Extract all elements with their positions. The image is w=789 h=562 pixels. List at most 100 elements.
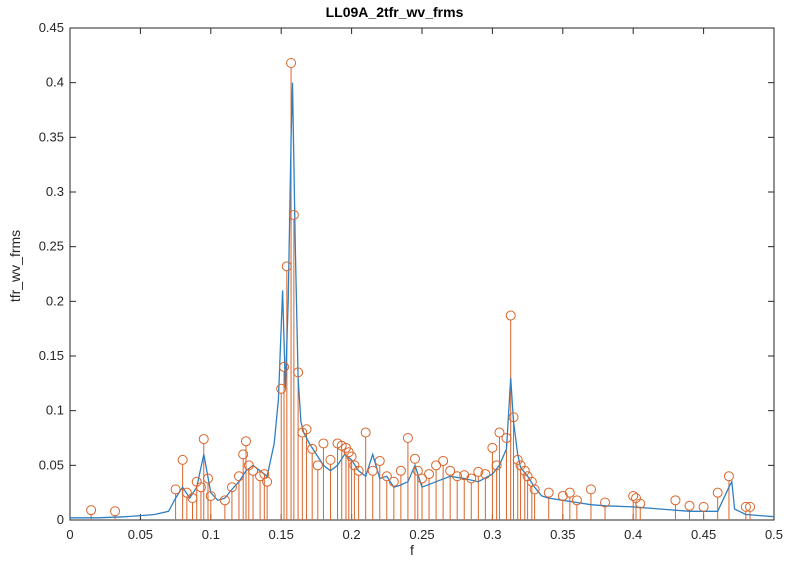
peak-marker <box>473 466 484 477</box>
peak-marker <box>564 487 575 498</box>
peak-marker <box>670 495 681 506</box>
signal-line <box>70 82 775 519</box>
peak-marker <box>293 367 304 378</box>
x-tick-label: 0.35 <box>550 527 575 542</box>
peak-marker <box>412 465 423 476</box>
axes: 0 0.05 0.1 0.15 0.2 0.25 0.3 0.35 0.4 0.45 0.5 0 0.0… <box>39 20 783 542</box>
peak-marker <box>452 471 463 482</box>
peak-marker <box>195 482 206 493</box>
peak-marker <box>86 505 97 516</box>
peak-marker <box>712 487 723 498</box>
peak-marker <box>571 495 582 506</box>
peak-marker <box>480 469 491 480</box>
peak-marker <box>635 498 646 509</box>
peak-marker <box>325 454 336 465</box>
peak-marker <box>424 469 435 480</box>
peak-marker <box>381 471 392 482</box>
peak-marker <box>226 482 237 493</box>
peak-marker <box>248 465 259 476</box>
peak-marker <box>202 473 213 484</box>
y-tick-label: 0.2 <box>46 293 64 308</box>
y-tick-label: 0.05 <box>39 457 64 472</box>
peak-marker <box>312 460 323 471</box>
peak-marker <box>301 424 312 435</box>
x-tick-label: 0.3 <box>483 527 501 542</box>
y-tick-label: 0.3 <box>46 184 64 199</box>
peak-marker <box>409 453 420 464</box>
peak-marker <box>438 455 449 466</box>
x-tick-label: 0.4 <box>624 527 642 542</box>
peak-marker <box>367 465 378 476</box>
peak-marker <box>307 443 318 454</box>
peak-marker <box>466 473 477 484</box>
y-tick-label: 0 <box>57 512 64 527</box>
x-tick-label: 0.45 <box>691 527 716 542</box>
peak-marker <box>177 454 188 465</box>
y-tick-label: 0.4 <box>46 75 64 90</box>
peak-marker <box>501 433 512 443</box>
peak-marker <box>698 501 709 512</box>
peak-marker <box>459 470 470 481</box>
peak-marker <box>600 497 611 508</box>
peak-marker <box>388 476 399 487</box>
axes-box <box>69 27 775 521</box>
peak-marker <box>543 487 554 498</box>
peak-marker <box>187 493 198 504</box>
peak-marker <box>281 261 292 272</box>
peak-marker <box>181 487 192 498</box>
peak-marker <box>494 427 505 438</box>
y-tick-label: 0.1 <box>46 403 64 418</box>
y-tick-label: 0.25 <box>39 239 64 254</box>
peak-marker <box>346 451 357 462</box>
peak-marker <box>487 442 498 453</box>
y-tick-label: 0.15 <box>39 348 64 363</box>
x-axis-label: f <box>410 542 414 558</box>
peak-marker <box>723 471 734 482</box>
x-tick-label: 0 <box>66 527 73 542</box>
peak-marker <box>529 484 540 495</box>
peak-marker <box>262 476 273 487</box>
x-tick-label: 0.05 <box>128 527 153 542</box>
y-tick-label: 0.45 <box>39 20 64 35</box>
peak-marker <box>445 465 456 476</box>
peak-marker <box>628 490 639 501</box>
peak-marker <box>205 490 216 501</box>
peak-marker <box>395 465 406 476</box>
peak-marker <box>585 484 596 495</box>
peak-marker <box>740 501 751 512</box>
peak-marker <box>431 460 442 471</box>
peak-marker <box>519 465 530 476</box>
peak-marker <box>684 500 695 511</box>
peak-marker <box>233 471 244 482</box>
peak-markers <box>86 57 756 517</box>
peak-marker <box>219 495 230 506</box>
x-tick-label: 0.5 <box>765 527 783 542</box>
signal-line-group <box>70 82 775 519</box>
x-tick-label: 0.15 <box>269 527 294 542</box>
chart-title: LL09A_2tfr_wv_frms <box>325 4 464 20</box>
peak-marker <box>259 469 270 480</box>
peak-marker <box>276 383 287 394</box>
peak-marker <box>238 449 249 460</box>
peak-marker <box>286 57 297 68</box>
peak-marker <box>512 454 523 465</box>
peak-marker <box>508 412 519 423</box>
peak-marker <box>360 427 371 438</box>
peak-marker <box>198 434 209 445</box>
peak-marker <box>491 460 502 471</box>
x-tick-label: 0.25 <box>409 527 434 542</box>
peak-marker <box>288 209 299 220</box>
peak-marker <box>170 484 181 495</box>
peak-marker <box>374 455 385 466</box>
x-tick-label: 0.1 <box>202 527 220 542</box>
y-tick-label: 0.35 <box>39 129 64 144</box>
peak-marker <box>526 476 537 487</box>
peak-marker <box>353 465 364 476</box>
peak-marker <box>505 310 516 321</box>
peak-marker <box>110 506 121 517</box>
x-tick-label: 0.2 <box>343 527 361 542</box>
peak-marker <box>318 438 329 449</box>
peak-marker <box>745 501 756 512</box>
peak-marker <box>417 473 427 484</box>
